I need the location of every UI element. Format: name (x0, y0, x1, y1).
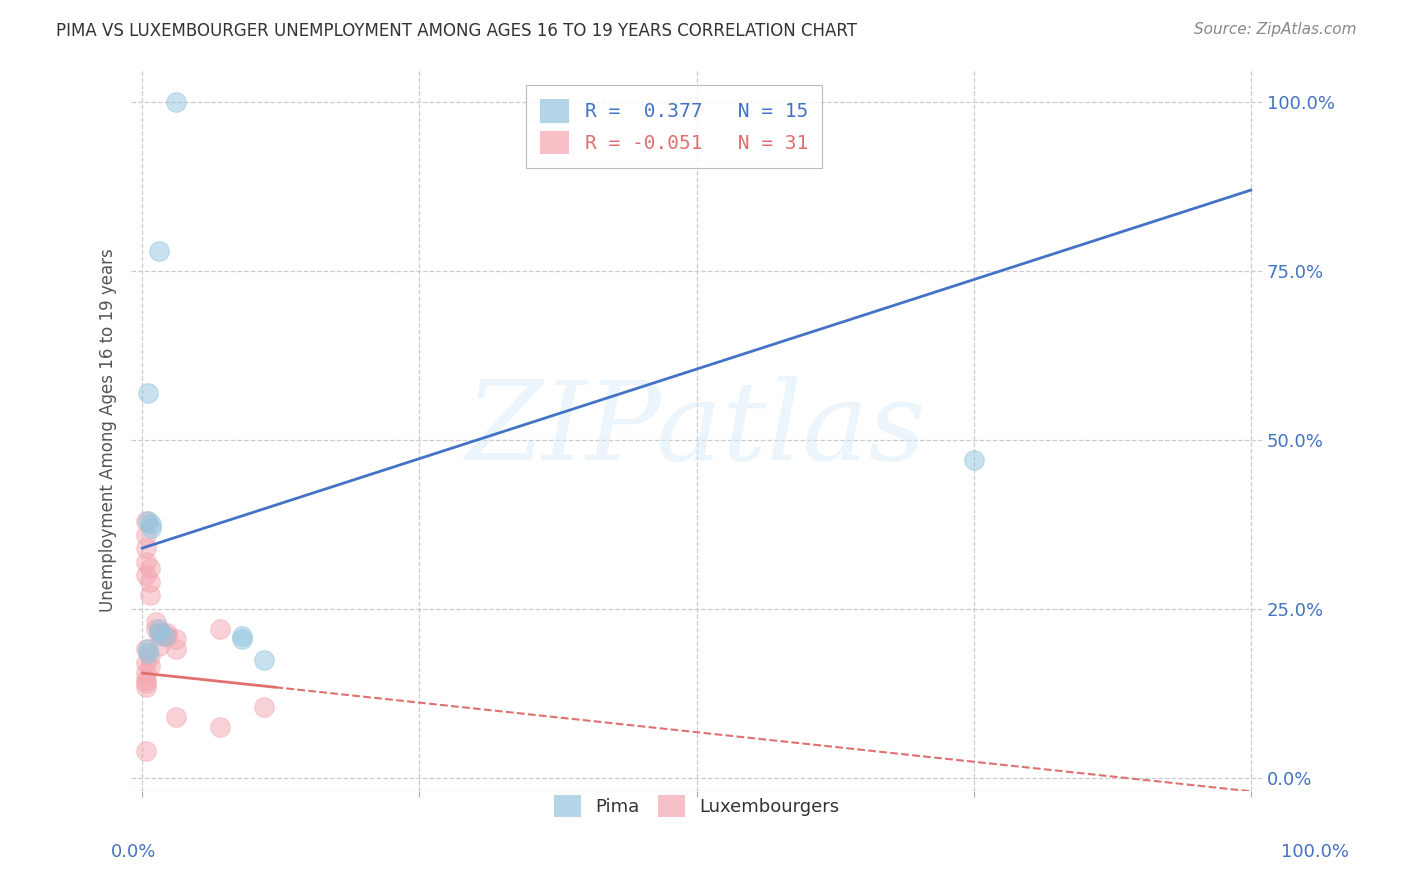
Point (139, 574, 162, 589)
Point (136, 514, 159, 528)
Point (165, 632, 187, 647)
Point (145, 622, 167, 636)
Point (135, 568, 157, 582)
Point (139, 588, 162, 602)
Point (135, 680, 157, 694)
Text: 0.0%: 0.0% (111, 843, 156, 861)
Point (156, 629, 179, 643)
Point (148, 625, 170, 640)
Point (135, 541, 157, 555)
Point (148, 639, 170, 653)
Point (150, 625, 173, 640)
Point (139, 659, 162, 673)
Point (963, 453, 986, 467)
Point (141, 517, 163, 532)
Point (145, 615, 167, 630)
Y-axis label: Unemployment Among Ages 16 to 19 years: Unemployment Among Ages 16 to 19 years (100, 248, 117, 612)
Point (135, 673, 157, 687)
Point (231, 632, 253, 647)
Point (135, 514, 157, 528)
Text: Source: ZipAtlas.com: Source: ZipAtlas.com (1194, 22, 1357, 37)
Point (153, 629, 176, 643)
Legend: Pima, Luxembourgers: Pima, Luxembourgers (544, 786, 848, 826)
Point (135, 744, 157, 758)
Point (139, 561, 162, 575)
Point (148, 244, 170, 258)
Point (141, 521, 163, 535)
Point (135, 642, 157, 657)
Text: 100.0%: 100.0% (1281, 843, 1348, 861)
Point (136, 385, 159, 400)
Text: ZIPatlas: ZIPatlas (467, 376, 927, 483)
Point (253, 652, 276, 666)
Point (165, 95, 187, 110)
Point (135, 555, 157, 569)
Point (208, 720, 231, 734)
Point (208, 622, 231, 636)
Point (136, 642, 159, 657)
Point (148, 625, 170, 640)
Point (135, 656, 157, 670)
Text: PIMA VS LUXEMBOURGER UNEMPLOYMENT AMONG AGES 16 TO 19 YEARS CORRELATION CHART: PIMA VS LUXEMBOURGER UNEMPLOYMENT AMONG … (56, 22, 858, 40)
Point (150, 629, 173, 643)
Point (135, 666, 157, 681)
Point (148, 622, 170, 636)
Point (156, 625, 179, 640)
Point (136, 646, 159, 660)
Point (165, 642, 187, 657)
Point (253, 699, 276, 714)
Point (231, 629, 253, 643)
Point (139, 649, 162, 664)
Point (135, 676, 157, 690)
Point (165, 710, 187, 724)
Point (135, 527, 157, 541)
